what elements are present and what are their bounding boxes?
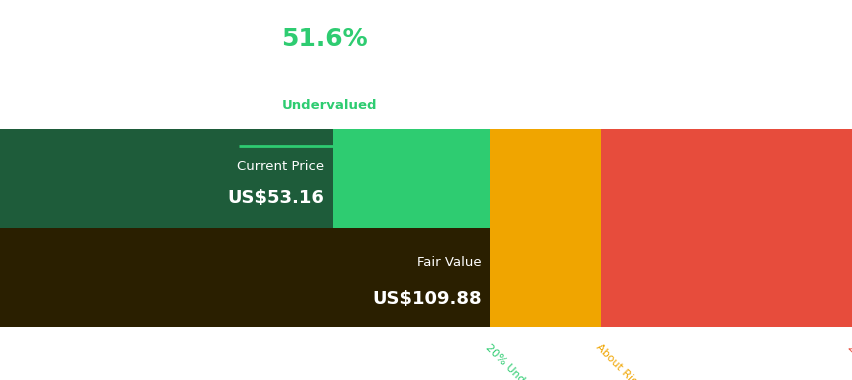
Bar [601,129,852,327]
Bar [0,228,490,327]
Bar [0,129,490,327]
Text: US$109.88: US$109.88 [371,290,481,308]
Text: 20% Undervalued: 20% Undervalued [483,342,561,380]
Text: 51.6%: 51.6% [281,27,368,51]
Text: Current Price: Current Price [237,160,324,173]
Text: US$53.16: US$53.16 [227,189,324,207]
Bar [490,129,601,327]
Bar [0,129,332,228]
Text: 20% Overvalued: 20% Overvalued [845,342,852,380]
Text: Fair Value: Fair Value [417,256,481,269]
Text: Undervalued: Undervalued [281,99,377,112]
Text: About Right: About Right [594,342,648,380]
